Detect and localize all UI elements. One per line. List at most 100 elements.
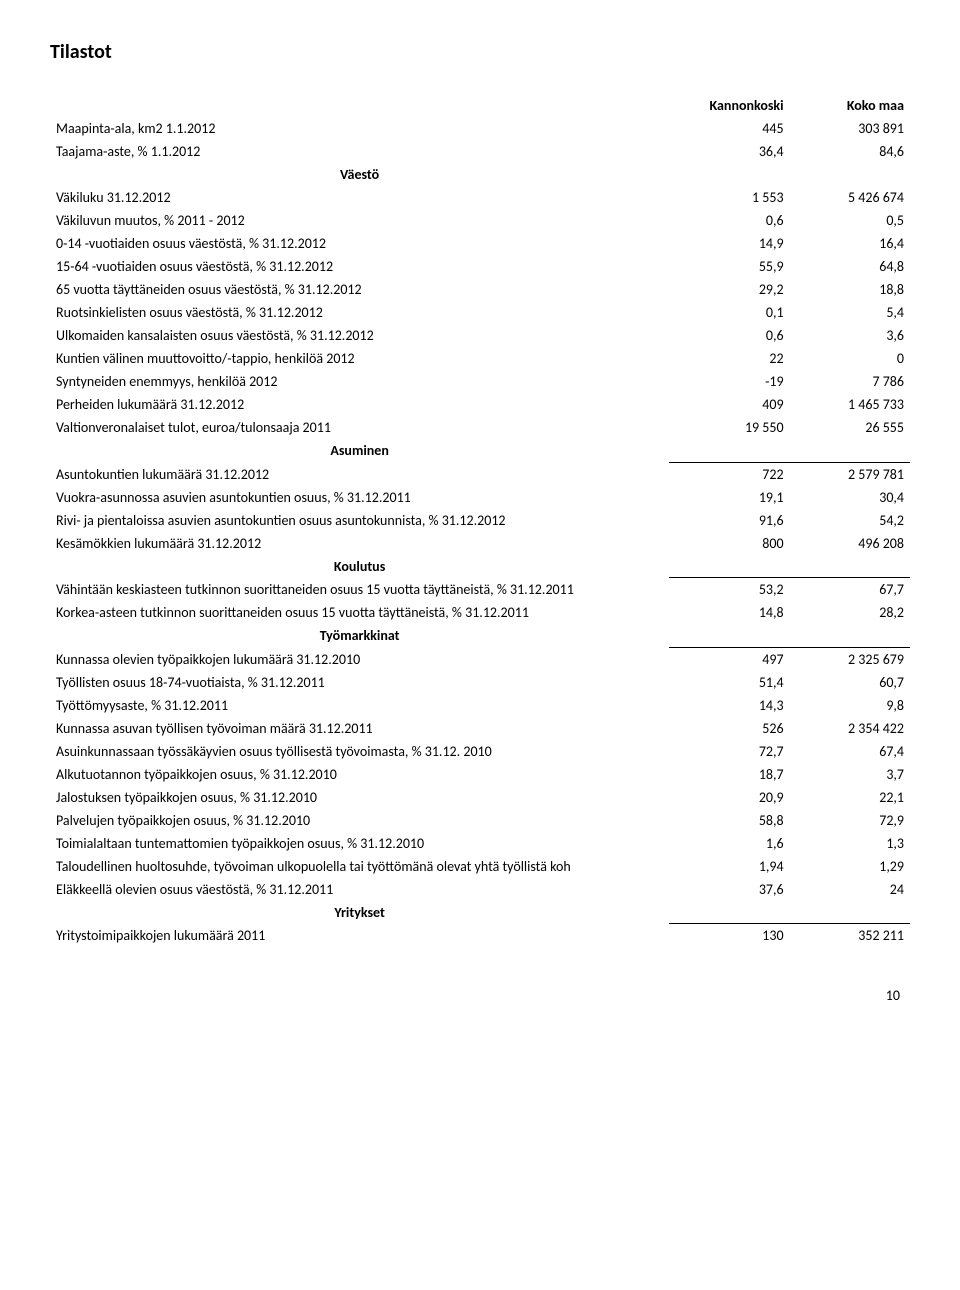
cell-label [50, 94, 669, 117]
cell-label: Taloudellinen huoltosuhde, työvoiman ulk… [50, 855, 669, 878]
cell-label: Työttömyysaste, % 31.12.2011 [50, 694, 669, 717]
table-row: Perheiden lukumäärä 31.12.20124091 465 7… [50, 393, 910, 416]
cell-label: Korkea-asteen tutkinnon suorittaneiden o… [50, 601, 669, 624]
table-row: Työmarkkinat [50, 624, 910, 647]
table-row: Kesämökkien lukumäärä 31.12.2012800496 2… [50, 532, 910, 555]
cell-label: Perheiden lukumäärä 31.12.2012 [50, 393, 669, 416]
cell-value-1: 72,7 [669, 740, 789, 763]
table-row: Taajama-aste, % 1.1.201236,484,6 [50, 140, 910, 163]
cell-value-2: 30,4 [790, 486, 910, 509]
cell-value-2: 303 891 [790, 117, 910, 140]
cell-value-2: 7 786 [790, 370, 910, 393]
cell-value-2: 496 208 [790, 532, 910, 555]
cell-value-2: 24 [790, 878, 910, 901]
cell-label: Asuntokuntien lukumäärä 31.12.2012 [50, 462, 669, 486]
cell-empty [669, 901, 789, 924]
cell-label: Yritystoimipaikkojen lukumäärä 2011 [50, 924, 669, 948]
section-heading: Työmarkkinat [50, 624, 669, 647]
cell-label: Ruotsinkielisten osuus väestöstä, % 31.1… [50, 301, 669, 324]
table-row: Eläkkeellä olevien osuus väestöstä, % 31… [50, 878, 910, 901]
cell-value-2: 64,8 [790, 255, 910, 278]
cell-empty [669, 439, 789, 462]
cell-value-1: 722 [669, 462, 789, 486]
cell-value-2: 352 211 [790, 924, 910, 948]
cell-label: Vähintään keskiasteen tutkinnon suoritta… [50, 578, 669, 602]
cell-value-1: 53,2 [669, 578, 789, 602]
cell-col1-header: Kannonkoski [669, 94, 789, 117]
cell-label: Väkiluku 31.12.2012 [50, 186, 669, 209]
cell-value-2: 0,5 [790, 209, 910, 232]
cell-empty [790, 624, 910, 647]
table-row: Ulkomaiden kansalaisten osuus väestöstä,… [50, 324, 910, 347]
cell-value-2: 3,6 [790, 324, 910, 347]
table-row: Maapinta-ala, km2 1.1.2012445303 891 [50, 117, 910, 140]
cell-value-1: 14,9 [669, 232, 789, 255]
cell-value-2: 60,7 [790, 671, 910, 694]
table-row: 15-64 -vuotiaiden osuus väestöstä, % 31.… [50, 255, 910, 278]
cell-value-1: 0,6 [669, 324, 789, 347]
table-row: Jalostuksen työpaikkojen osuus, % 31.12.… [50, 786, 910, 809]
table-row: Vähintään keskiasteen tutkinnon suoritta… [50, 578, 910, 602]
cell-value-1: 130 [669, 924, 789, 948]
cell-label: Työllisten osuus 18-74-vuotiaista, % 31.… [50, 671, 669, 694]
cell-value-1: 91,6 [669, 509, 789, 532]
table-row: Palvelujen työpaikkojen osuus, % 31.12.2… [50, 809, 910, 832]
cell-value-1: 14,3 [669, 694, 789, 717]
cell-value-2: 16,4 [790, 232, 910, 255]
section-heading: Asuminen [50, 439, 669, 462]
table-row: Väkiluku 31.12.20121 5535 426 674 [50, 186, 910, 209]
cell-value-2: 0 [790, 347, 910, 370]
table-row: Syntyneiden enemmyys, henkilöä 2012-197 … [50, 370, 910, 393]
cell-value-2: 67,4 [790, 740, 910, 763]
cell-empty [669, 624, 789, 647]
table-row: Väkiluvun muutos, % 2011 - 20120,60,5 [50, 209, 910, 232]
cell-value-2: 3,7 [790, 763, 910, 786]
cell-value-1: 19 550 [669, 416, 789, 439]
table-row: Alkutuotannon työpaikkojen osuus, % 31.1… [50, 763, 910, 786]
cell-value-2: 1,29 [790, 855, 910, 878]
cell-value-1: 14,8 [669, 601, 789, 624]
cell-value-1: 526 [669, 717, 789, 740]
cell-label: 0-14 -vuotiaiden osuus väestöstä, % 31.1… [50, 232, 669, 255]
cell-value-2: 1,3 [790, 832, 910, 855]
cell-label: Vuokra-asunnossa asuvien asuntokuntien o… [50, 486, 669, 509]
stats-table: KannonkoskiKoko maaMaapinta-ala, km2 1.1… [50, 94, 910, 947]
cell-value-2: 22,1 [790, 786, 910, 809]
cell-value-1: 445 [669, 117, 789, 140]
cell-label: Maapinta-ala, km2 1.1.2012 [50, 117, 669, 140]
cell-value-2: 5,4 [790, 301, 910, 324]
cell-value-2: 26 555 [790, 416, 910, 439]
table-row: KannonkoskiKoko maa [50, 94, 910, 117]
cell-value-1: 29,2 [669, 278, 789, 301]
cell-label: Kuntien välinen muuttovoitto/-tappio, he… [50, 347, 669, 370]
cell-value-1: -19 [669, 370, 789, 393]
cell-label: Alkutuotannon työpaikkojen osuus, % 31.1… [50, 763, 669, 786]
cell-value-1: 0,1 [669, 301, 789, 324]
table-row: Työttömyysaste, % 31.12.201114,39,8 [50, 694, 910, 717]
cell-value-2: 84,6 [790, 140, 910, 163]
cell-label: Kunnassa asuvan työllisen työvoiman määr… [50, 717, 669, 740]
cell-value-1: 0,6 [669, 209, 789, 232]
cell-value-1: 1,94 [669, 855, 789, 878]
cell-label: 15-64 -vuotiaiden osuus väestöstä, % 31.… [50, 255, 669, 278]
cell-label: Kesämökkien lukumäärä 31.12.2012 [50, 532, 669, 555]
table-row: Väestö [50, 163, 910, 186]
cell-value-1: 58,8 [669, 809, 789, 832]
cell-value-1: 497 [669, 647, 789, 671]
cell-label: Palvelujen työpaikkojen osuus, % 31.12.2… [50, 809, 669, 832]
cell-value-2: 18,8 [790, 278, 910, 301]
table-row: Asuinkunnassaan työssäkäyvien osuus työl… [50, 740, 910, 763]
cell-value-2: 54,2 [790, 509, 910, 532]
page-number: 10 [50, 987, 910, 1004]
table-row: Kunnassa olevien työpaikkojen lukumäärä … [50, 647, 910, 671]
table-row: Koulutus [50, 555, 910, 578]
cell-value-2: 67,7 [790, 578, 910, 602]
cell-label: Jalostuksen työpaikkojen osuus, % 31.12.… [50, 786, 669, 809]
cell-label: Kunnassa olevien työpaikkojen lukumäärä … [50, 647, 669, 671]
table-row: Vuokra-asunnossa asuvien asuntokuntien o… [50, 486, 910, 509]
cell-label: Toimialaltaan tuntemattomien työpaikkoje… [50, 832, 669, 855]
cell-value-2: 2 354 422 [790, 717, 910, 740]
table-row: Asuminen [50, 439, 910, 462]
cell-empty [669, 555, 789, 578]
cell-value-1: 20,9 [669, 786, 789, 809]
